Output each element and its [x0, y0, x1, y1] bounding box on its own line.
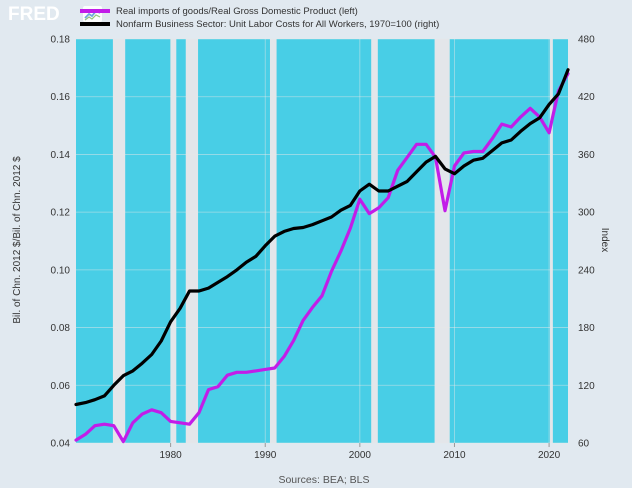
recession-band: [269, 39, 277, 443]
y-right-tick-label: 120: [578, 381, 595, 392]
recession-bands: [112, 39, 553, 443]
y-left-tick-label: 0.16: [51, 92, 71, 103]
x-tick-label: 2020: [538, 450, 561, 461]
y-axis-right-title: Index: [599, 228, 610, 252]
plot-area: [74, 38, 570, 444]
y-axis-left: 0.04 0.06 0.08 0.10 0.12 0.14 0.16 0.18: [51, 35, 71, 450]
y-left-tick-label: 0.06: [51, 381, 71, 392]
gridlines: [76, 38, 568, 444]
x-tick-label: 2010: [443, 450, 466, 461]
series-line-imports-ratio: [74, 71, 570, 444]
recession-band: [434, 39, 450, 443]
y-right-tick-label: 360: [578, 150, 595, 161]
x-axis: 1980 1990 2000 2010 2020: [159, 443, 561, 461]
y-axis-right: 60 120 180 240 300 360 420 480: [578, 35, 595, 450]
series-line-unit-labor-costs: [74, 68, 570, 407]
sources-note: Sources: BEA; BLS: [278, 474, 369, 486]
series-lines: [74, 68, 570, 444]
recession-band: [371, 39, 378, 443]
x-tick-label: 1990: [254, 450, 277, 461]
y-left-tick-label: 0.08: [51, 323, 71, 334]
y-right-tick-label: 240: [578, 265, 595, 276]
recession-band: [170, 39, 177, 443]
y-right-tick-label: 180: [578, 323, 595, 334]
y-left-tick-label: 0.14: [51, 150, 71, 161]
y-left-tick-label: 0.04: [51, 439, 71, 450]
y-right-tick-label: 480: [578, 35, 595, 46]
legend-label-imports-ratio: Real imports of goods/Real Gross Domesti…: [116, 6, 358, 17]
x-tick-label: 1980: [159, 450, 182, 461]
legend: Real imports of goods/Real Gross Domesti…: [80, 6, 439, 30]
legend-item-unit-labor-costs: Nonfarm Business Sector: Unit Labor Cost…: [80, 19, 439, 30]
legend-item-imports-ratio: Real imports of goods/Real Gross Domesti…: [80, 6, 358, 17]
fred-graph-icon: [83, 6, 102, 22]
fred-logo[interactable]: FRED: [8, 4, 102, 25]
y-right-tick-label: 60: [578, 439, 590, 450]
y-left-tick-label: 0.12: [51, 208, 71, 219]
y-axis-left-title: Bil. of Chn. 2012 $/Bil. of Chn. 2012 $: [12, 156, 23, 324]
x-tick-label: 2000: [349, 450, 372, 461]
plot-background: [76, 39, 568, 443]
y-right-tick-label: 420: [578, 92, 595, 103]
y-left-tick-label: 0.18: [51, 35, 71, 46]
y-left-tick-label: 0.10: [51, 265, 71, 276]
fred-logo-text: FRED: [8, 4, 60, 25]
legend-label-unit-labor-costs: Nonfarm Business Sector: Unit Labor Cost…: [116, 19, 439, 30]
recession-band: [185, 39, 199, 443]
recession-band: [550, 39, 553, 443]
recession-band: [112, 39, 126, 443]
y-right-tick-label: 300: [578, 208, 595, 219]
